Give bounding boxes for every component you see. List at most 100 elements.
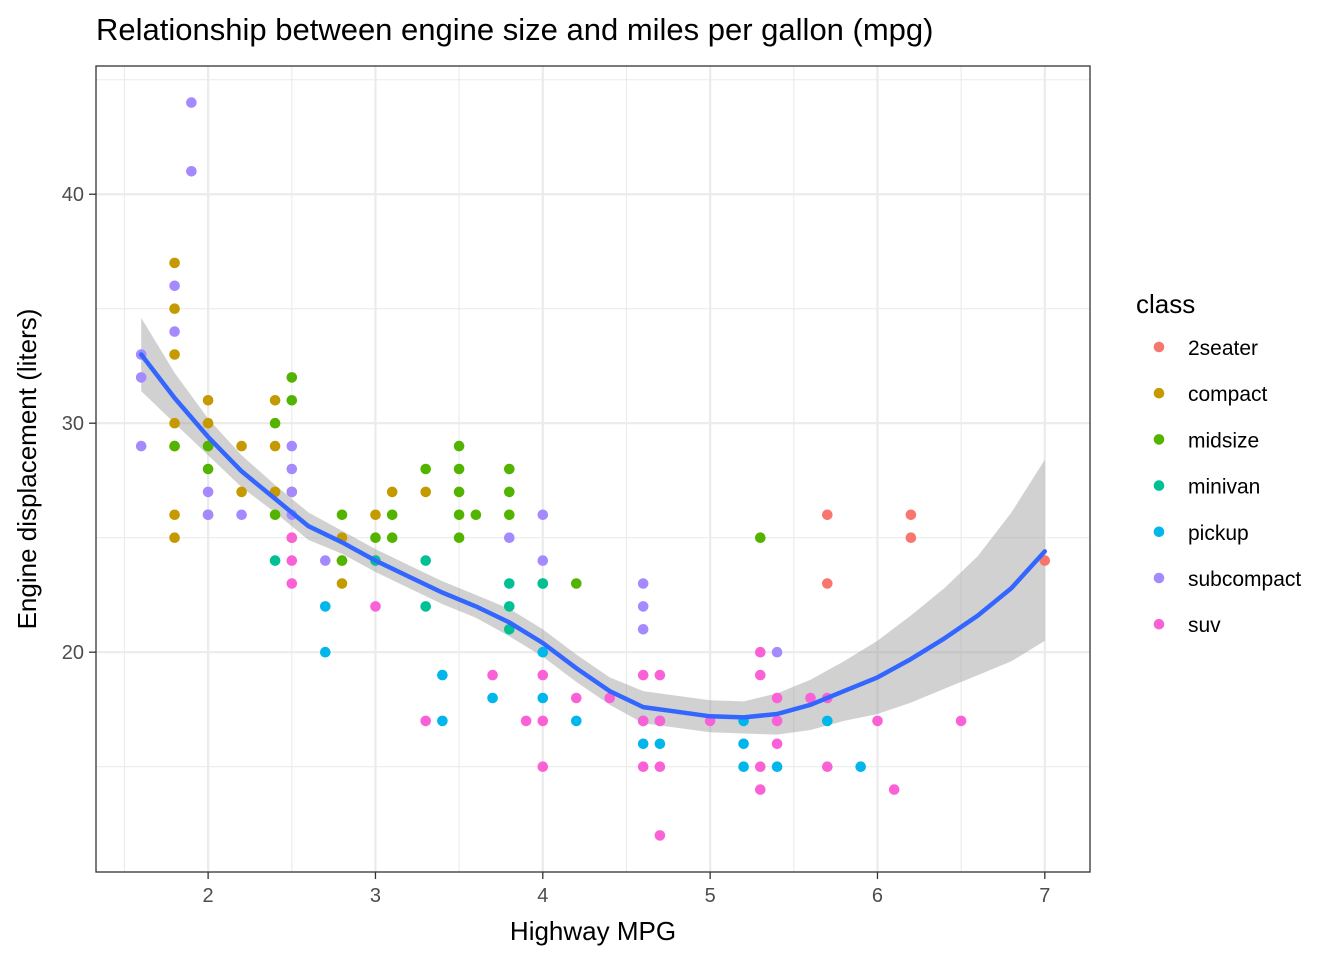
legend-label-midsize: midsize: [1188, 429, 1259, 452]
legend-key-midsize: [1153, 434, 1165, 445]
data-point-pickup: [537, 692, 549, 704]
data-point-subcompact: [135, 372, 147, 383]
data-point-suv: [654, 761, 666, 772]
smooth-line-layer: [138, 352, 1048, 720]
data-point-suv: [604, 692, 615, 704]
legend-key-2seater: [1153, 341, 1165, 353]
data-point-compact: [169, 303, 180, 315]
x-tick-label: 6: [872, 885, 883, 907]
data-point-midsize: [386, 532, 398, 543]
data-point-subcompact: [637, 624, 649, 635]
data-point-suv: [654, 669, 666, 681]
data-point-subcompact: [236, 509, 247, 521]
data-point-suv: [822, 761, 833, 772]
data-point-midsize: [504, 486, 515, 498]
legend-label-subcompact: subcompact: [1188, 568, 1301, 591]
x-tick-label: 2: [203, 885, 214, 907]
data-point-midsize: [202, 463, 214, 475]
data-point-suv: [537, 715, 549, 727]
data-point-minivan: [420, 601, 432, 612]
data-point-compact: [169, 417, 180, 429]
data-point-suv: [755, 784, 766, 795]
data-point-compact: [169, 257, 180, 269]
data-point-midsize: [336, 555, 348, 566]
confidence-band-layer: [141, 317, 1045, 735]
data-point-compact: [336, 578, 348, 589]
data-point-subcompact: [202, 486, 214, 498]
data-point-subcompact: [286, 463, 298, 475]
data-point-minivan: [269, 555, 281, 566]
data-point-suv: [755, 646, 766, 658]
data-point-suv: [637, 715, 649, 727]
data-point-pickup: [822, 715, 833, 727]
y-axis-title: Engine displacement (liters): [12, 309, 42, 630]
data-point-subcompact: [537, 509, 549, 521]
data-point-suv: [571, 692, 582, 704]
data-point-midsize: [453, 486, 465, 498]
data-point-compact: [169, 349, 180, 360]
data-point-compact: [420, 486, 432, 498]
data-point-suv: [370, 601, 381, 612]
data-point-midsize: [286, 372, 298, 383]
data-point-subcompact: [320, 555, 331, 566]
data-point-pickup: [537, 646, 549, 658]
data-point-suv: [872, 715, 883, 727]
data-point-suv: [286, 555, 298, 566]
data-point-subcompact: [771, 646, 783, 658]
data-point-pickup: [654, 738, 666, 750]
data-point-subcompact: [186, 166, 197, 177]
smooth-trend-line: [138, 352, 1048, 720]
data-point-suv: [771, 738, 783, 750]
confidence-band: [141, 317, 1045, 735]
data-point-2seater: [905, 532, 917, 543]
data-point-pickup: [487, 692, 498, 704]
data-point-subcompact: [537, 555, 549, 566]
data-point-suv: [654, 715, 666, 727]
data-point-subcompact: [286, 440, 298, 452]
legend-title: class: [1136, 289, 1195, 319]
legend: class 2seater compact midsize minivan pickup…: [1136, 289, 1301, 637]
data-point-2seater: [905, 509, 917, 521]
data-point-midsize: [504, 509, 515, 521]
data-point-suv: [637, 761, 649, 772]
data-point-compact: [169, 532, 180, 543]
legend-key-pickup: [1153, 526, 1165, 538]
data-point-subcompact: [286, 486, 298, 498]
legend-key-minivan: [1153, 480, 1165, 491]
gridlines: [96, 66, 1090, 872]
data-point-pickup: [855, 761, 866, 772]
data-point-midsize: [470, 509, 482, 521]
plot-border: [95, 65, 1091, 873]
legend-key-suv: [1153, 618, 1165, 630]
data-point-suv: [537, 669, 549, 681]
data-point-pickup: [320, 601, 331, 612]
data-point-minivan: [504, 601, 515, 612]
x-tick-label: 4: [537, 885, 548, 907]
data-point-midsize: [453, 532, 465, 543]
data-point-midsize: [286, 395, 298, 406]
data-point-pickup: [738, 761, 749, 772]
legend-label-minivan: minivan: [1188, 476, 1260, 499]
data-point-suv: [771, 715, 783, 727]
data-point-compact: [236, 486, 247, 498]
axes: 2 3 4 5 6 7 20 30 40: [62, 184, 1051, 907]
data-point-compact: [202, 395, 214, 406]
data-point-subcompact: [202, 509, 214, 521]
data-point-midsize: [420, 463, 432, 475]
data-point-suv: [755, 761, 766, 772]
data-point-subcompact: [186, 97, 197, 108]
legend-label-suv: suv: [1188, 614, 1221, 637]
data-point-suv: [286, 578, 298, 589]
data-point-midsize: [453, 509, 465, 521]
x-axis-title: Highway MPG: [510, 916, 676, 946]
legend-label-pickup: pickup: [1188, 522, 1249, 545]
data-point-suv: [805, 692, 816, 704]
data-point-minivan: [537, 578, 549, 589]
data-point-suv: [420, 715, 432, 727]
chart-title: Relationship between engine size and mil…: [96, 12, 933, 47]
data-point-subcompact: [637, 578, 649, 589]
x-tick-label: 3: [370, 885, 381, 907]
data-point-midsize: [386, 509, 398, 521]
data-point-compact: [269, 440, 281, 452]
